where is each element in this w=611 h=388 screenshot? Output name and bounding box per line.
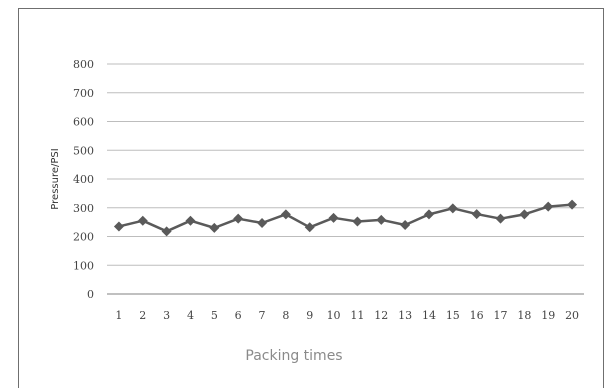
x-tick-label: 12 [374, 309, 388, 322]
y-tick-label: 300 [73, 202, 94, 215]
data-point [471, 209, 482, 220]
x-tick-label: 16 [470, 309, 484, 322]
x-tick-label: 19 [541, 309, 555, 322]
data-point [519, 209, 530, 220]
x-tick-label: 18 [517, 309, 531, 322]
x-tick-label: 13 [398, 309, 412, 322]
data-point [304, 222, 315, 233]
data-point [137, 215, 148, 226]
x-tick-label: 6 [235, 309, 242, 322]
x-axis-ticks: 1 2 3 4 5 6 7 8 9 10 11 12 13 14 15 16 17 18 19 20 [115, 309, 579, 322]
data-point [376, 214, 387, 225]
data-point [423, 209, 434, 220]
series-markers [113, 199, 578, 237]
y-axis-ticks: 0 100 200 300 400 500 600 700 800 [73, 58, 94, 301]
y-tick-label: 0 [87, 288, 94, 301]
x-tick-label: 10 [327, 309, 341, 322]
gridlines [107, 63, 584, 295]
x-tick-label: 9 [306, 309, 313, 322]
x-tick-label: 1 [115, 309, 122, 322]
data-point [257, 217, 268, 228]
x-tick-label: 8 [282, 309, 289, 322]
x-axis-label: Packing times [245, 348, 342, 364]
data-point [113, 221, 124, 232]
y-tick-label: 200 [73, 231, 94, 244]
data-point [280, 209, 291, 220]
data-point [567, 199, 578, 210]
x-tick-label: 5 [211, 309, 218, 322]
y-tick-label: 800 [73, 58, 94, 71]
y-tick-label: 500 [73, 144, 94, 157]
data-point [400, 220, 411, 230]
y-tick-label: 100 [73, 259, 94, 272]
data-point [495, 213, 506, 224]
y-tick-label: 400 [73, 173, 94, 186]
data-point [328, 212, 339, 223]
data-point [447, 203, 458, 214]
x-tick-label: 20 [565, 309, 579, 322]
x-tick-label: 14 [422, 309, 436, 322]
x-tick-label: 4 [187, 309, 194, 322]
chart-frame [18, 8, 604, 388]
x-tick-label: 3 [163, 309, 170, 322]
x-tick-label: 17 [494, 309, 508, 322]
y-axis-label: Pressure/PSI [50, 148, 61, 209]
x-tick-label: 15 [446, 309, 460, 322]
y-tick-label: 700 [73, 87, 94, 100]
data-point [543, 201, 554, 212]
data-point [185, 215, 196, 226]
x-tick-label: 2 [139, 309, 146, 322]
y-tick-label: 600 [73, 116, 94, 129]
data-point [209, 222, 220, 233]
x-tick-label: 7 [259, 309, 266, 322]
data-point [233, 213, 244, 224]
x-tick-label: 11 [350, 309, 364, 322]
data-point [161, 226, 172, 237]
data-point [352, 216, 363, 227]
